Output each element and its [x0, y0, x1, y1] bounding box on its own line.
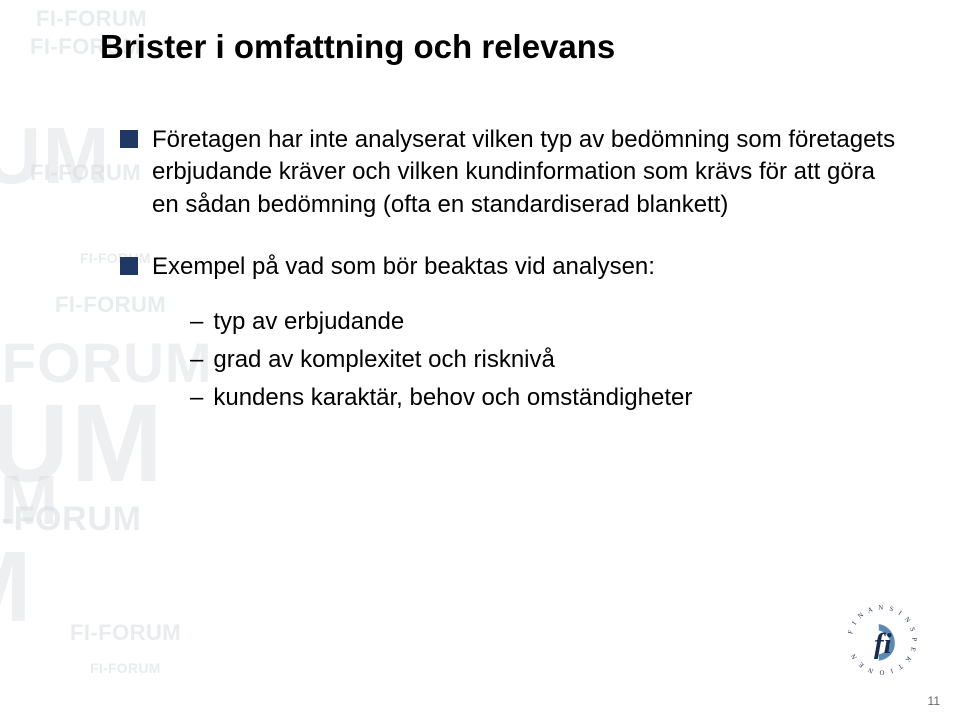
watermark-text: FI-FORUM: [70, 620, 181, 646]
dash-icon: –: [190, 306, 203, 338]
finansinspektionen-logo: F I N A N S I N S P E K T I O N E N fi: [842, 600, 922, 680]
page-number: 11: [928, 694, 940, 708]
sub-list: – typ av erbjudande – grad av komplexite…: [190, 306, 900, 415]
sub-item: – kundens karaktär, behov och omständigh…: [190, 382, 900, 414]
bullet-text: Företagen har inte analyserat vilken typ…: [152, 124, 900, 221]
bullet-item: Företagen har inte analyserat vilken typ…: [120, 124, 900, 221]
sub-item-text: grad av komplexitet och risknivå: [213, 344, 554, 376]
bullet-text: Exempel på vad som bör beaktas vid analy…: [152, 251, 655, 283]
watermark-text: ORUM: [0, 110, 111, 202]
slide-content: Brister i omfattning och relevans Företa…: [100, 28, 900, 421]
bullet-item: Exempel på vad som bör beaktas vid analy…: [120, 251, 900, 283]
slide-title: Brister i omfattning och relevans: [100, 28, 900, 66]
svg-text:fi: fi: [874, 628, 892, 660]
sub-item: – grad av komplexitet och risknivå: [190, 344, 900, 376]
dash-icon: –: [190, 382, 203, 414]
bullet-square-icon: [120, 130, 138, 148]
dash-icon: –: [190, 344, 203, 376]
sub-item: – typ av erbjudande: [190, 306, 900, 338]
sub-item-text: kundens karaktär, behov och omständighet…: [213, 382, 692, 414]
watermark-text: ORUM: [0, 530, 34, 645]
bullet-list: Företagen har inte analyserat vilken typ…: [110, 124, 900, 415]
bullet-square-icon: [120, 257, 138, 275]
watermark-text: FI-FORUM: [90, 660, 161, 676]
sub-item-text: typ av erbjudande: [213, 306, 404, 338]
